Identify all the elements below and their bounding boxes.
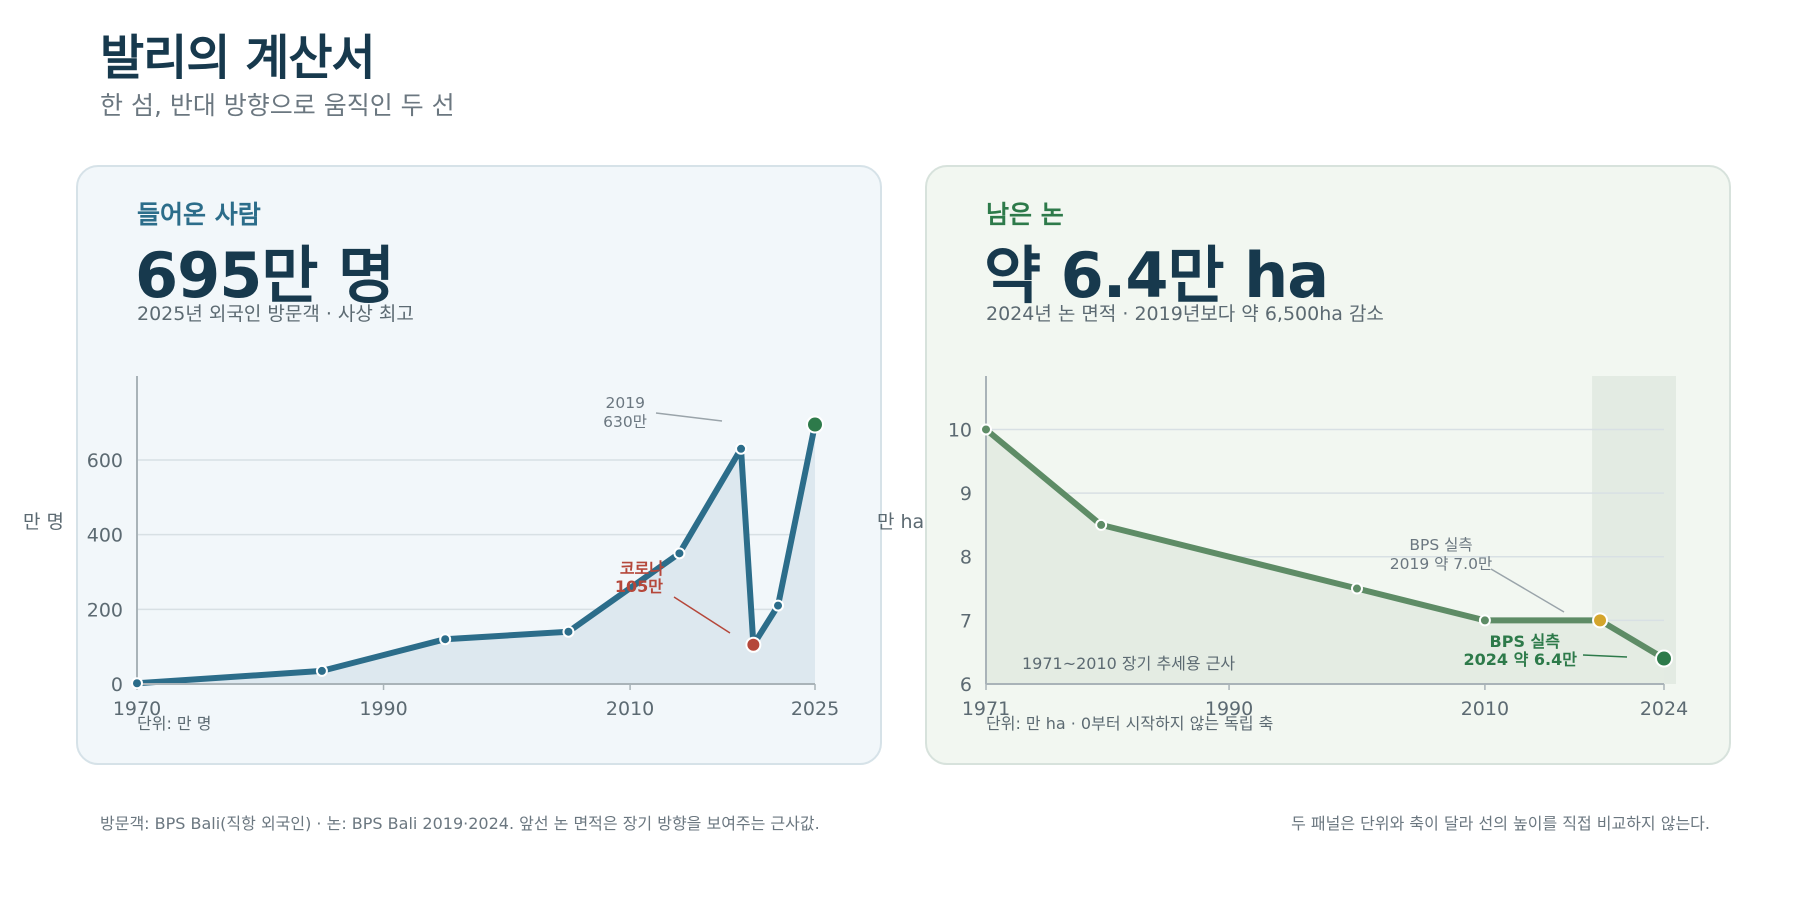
bps-2019-label: BPS 실측: [1409, 536, 1472, 554]
visitors-eyebrow: 들어온 사람: [137, 200, 261, 229]
comparison-footnote: 두 패널은 단위와 축이 달라 선의 높이를 직접 비교하지 않는다.: [1291, 814, 1710, 833]
peak-annotation-leader: [655, 412, 723, 422]
bps-2019-value: 2019 약 7.0만: [1390, 555, 1492, 573]
visitors-panel: 들어온 사람 695만 명 2025년 외국인 방문객 · 사상 최고 1970…: [23, 165, 882, 765]
rice-eyebrow: 남은 논: [986, 200, 1064, 229]
x-tick-label: 2010: [1461, 698, 1509, 720]
data-point: [673, 547, 686, 560]
data-point: [131, 677, 143, 690]
latest-visitors-point: [806, 415, 824, 434]
rice-x-ticks: 1971 1990 2010 2024: [962, 684, 1688, 720]
visitors-headline: 695만 명: [135, 239, 395, 312]
rice-chart: 1971 1990 2010 2024 6 7 8 9 10 만 ha 단위: 만 ha · …: [877, 376, 1688, 733]
page-title: 발리의 계산서: [100, 30, 376, 86]
rice-area: [986, 429, 1664, 684]
data-point: [772, 599, 785, 612]
data-point: [735, 442, 748, 455]
rice-unit-note: 단위: 만 ha · 0부터 시작하지 않는 독립 축: [986, 714, 1273, 733]
x-tick-label: 2024: [1640, 698, 1688, 720]
visitors-y-ticks: 0 200 400 600: [87, 450, 123, 696]
y-tick-label: 7: [960, 610, 972, 632]
x-tick-label: 1971: [962, 698, 1010, 720]
covid-point: [745, 636, 762, 653]
data-point: [1478, 614, 1491, 627]
rice-panel: 남은 논 약 6.4만 ha 2024년 논 면적 · 2019년보다 약 6,…: [877, 165, 1731, 765]
rice-y-ticks: 6 7 8 9 10: [948, 419, 972, 696]
source-footnote: 방문객: BPS Bali(직항 외국인) · 논: BPS Bali 2019…: [100, 814, 820, 833]
bps-2024-value: 2024 약 6.4만: [1464, 650, 1578, 669]
latest-rice-point: [1655, 649, 1673, 668]
x-tick-label: 1990: [359, 698, 407, 720]
data-point: [1095, 518, 1108, 531]
rice-ylabel: 만 ha: [877, 511, 924, 533]
visitors-axes: [136, 376, 815, 685]
y-tick-label: 600: [87, 450, 123, 472]
page-subtitle: 한 섬, 반대 방향으로 움직인 두 선: [100, 91, 455, 120]
y-tick-label: 8: [960, 547, 972, 569]
data-point: [562, 625, 575, 638]
covid-annotation-label: 코로나: [620, 559, 664, 578]
bps-2024-label: BPS 실측: [1490, 632, 1561, 651]
visitors-area: [137, 424, 815, 684]
y-tick-label: 200: [87, 599, 123, 621]
trend-approx-note: 1971~2010 장기 추세용 근사: [1022, 654, 1235, 673]
visitors-x-ticks: 1970 1990 2010 2025: [113, 684, 839, 720]
x-tick-label: 1990: [1205, 698, 1253, 720]
y-tick-label: 400: [87, 525, 123, 547]
covid-annotation-leader: [673, 596, 731, 634]
peak-annotation-value: 630만: [603, 413, 647, 431]
rice-points: [980, 423, 1673, 668]
data-point: [315, 664, 328, 677]
y-tick-label: 6: [960, 674, 972, 696]
bps-2024-leader: [1582, 654, 1628, 658]
bps-2019-point: [1592, 612, 1609, 629]
y-tick-label: 0: [111, 674, 123, 696]
bps-2019-leader: [1490, 568, 1565, 613]
visitors-description: 2025년 외국인 방문객 · 사상 최고: [137, 303, 414, 325]
x-tick-label: 1970: [113, 698, 161, 720]
peak-annotation-year: 2019: [606, 394, 645, 412]
y-tick-label: 10: [948, 419, 972, 441]
rice-headline: 약 6.4만 ha: [984, 239, 1329, 312]
data-point: [1350, 582, 1363, 595]
data-point: [980, 423, 992, 436]
data-point: [439, 633, 452, 646]
visitors-unit-note: 단위: 만 명: [137, 714, 211, 733]
rice-line: [983, 426, 1667, 662]
x-tick-label: 2025: [791, 698, 839, 720]
y-tick-label: 9: [960, 483, 972, 505]
rice-description: 2024년 논 면적 · 2019년보다 약 6,500ha 감소: [986, 303, 1384, 325]
visitors-points: [131, 415, 824, 690]
visitors-ylabel: 만 명: [23, 511, 64, 533]
x-tick-label: 2010: [606, 698, 654, 720]
covid-annotation-value: 105만: [615, 577, 663, 596]
